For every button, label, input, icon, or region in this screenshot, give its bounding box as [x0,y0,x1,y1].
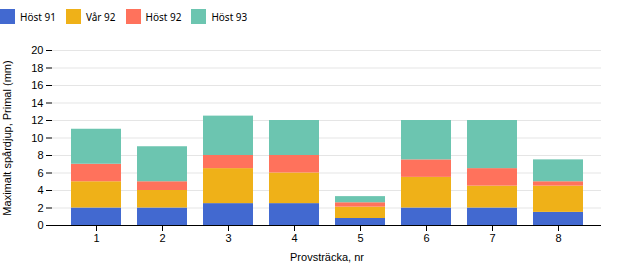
svg-text:4: 4 [291,232,297,244]
svg-text:8: 8 [37,149,43,161]
svg-text:7: 7 [489,232,495,244]
svg-text:2: 2 [159,232,165,244]
svg-text:1: 1 [93,232,99,244]
html-text:Höst 92: Höst 92 [145,9,182,24]
svg-text:Provsträcka, nr: Provsträcka, nr [290,251,364,263]
svg-text:6: 6 [37,167,43,179]
html-text:Höst 91: Höst 91 [20,9,56,24]
svg-text:3: 3 [225,232,231,244]
svg-text:Maximalt spårdjup, Primal (mm): Maximalt spårdjup, Primal (mm) [1,60,13,215]
svg-text:2: 2 [37,202,43,214]
svg-text:10: 10 [31,132,43,144]
svg-text:8: 8 [555,232,561,244]
svg-text:18: 18 [31,62,43,74]
svg-text:5: 5 [357,232,363,244]
svg-text:12: 12 [31,114,43,126]
svg-text:4: 4 [37,184,43,196]
html-text:Vår 92: Vår 92 [85,9,116,24]
html-text:Höst 93: Höst 93 [211,9,248,24]
svg-text:14: 14 [31,97,43,109]
svg-text:6: 6 [423,232,429,244]
svg-text:16: 16 [31,79,43,91]
svg-text:0: 0 [37,219,43,231]
svg-text:20: 20 [31,44,43,56]
